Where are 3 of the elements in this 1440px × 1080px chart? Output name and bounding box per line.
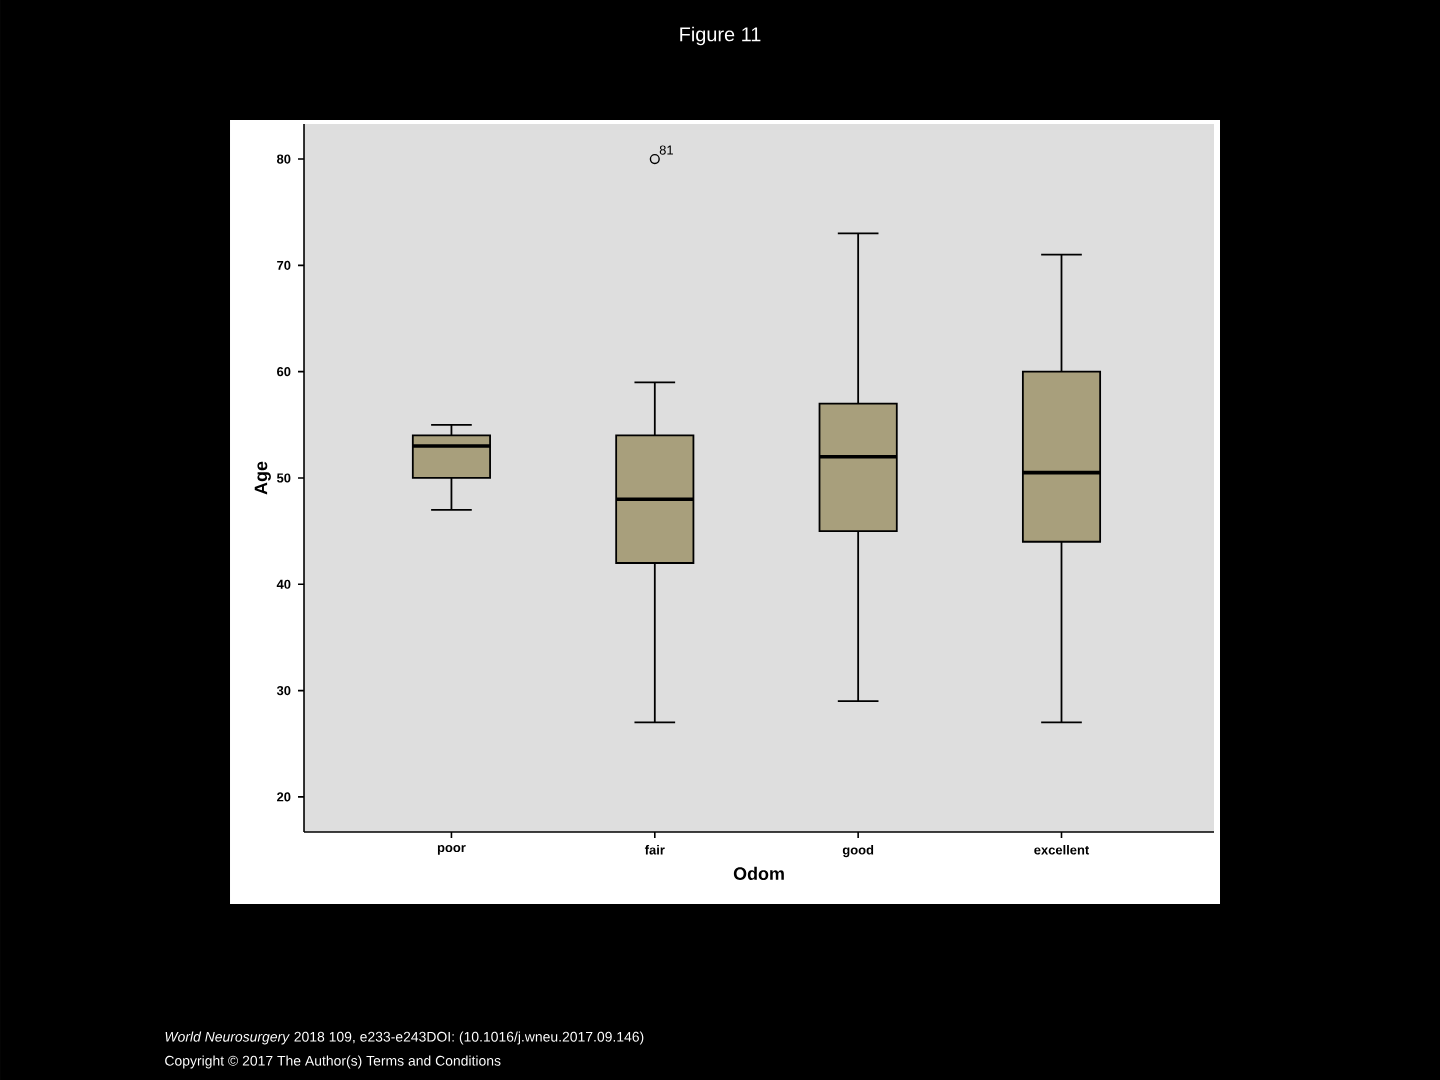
- chart-title: Figure 11: [680, 26, 761, 46]
- x-axis-title: Odom: [733, 866, 784, 880]
- y-axis-title: Age: [254, 461, 271, 495]
